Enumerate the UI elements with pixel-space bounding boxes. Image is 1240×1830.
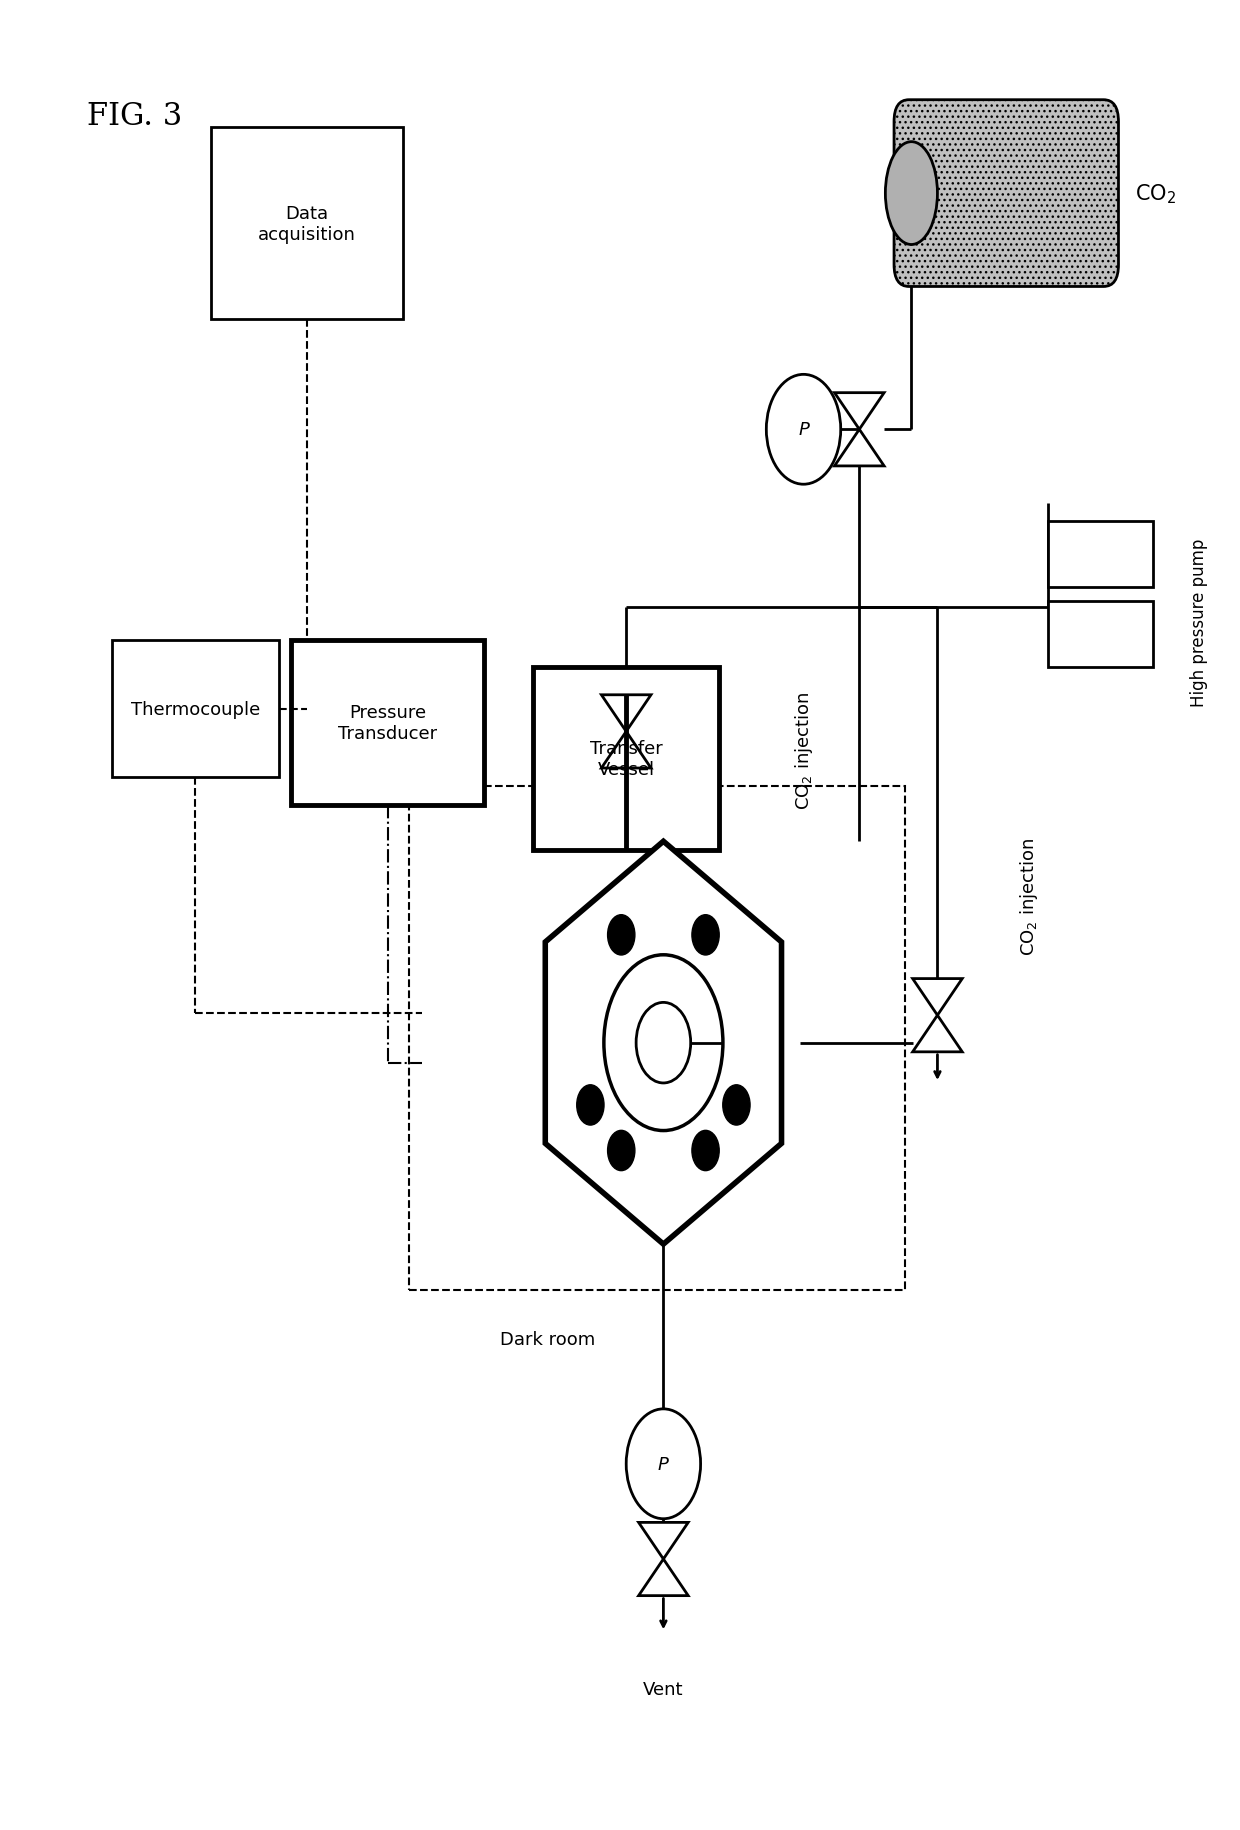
- Circle shape: [636, 1003, 691, 1083]
- Circle shape: [626, 1409, 701, 1519]
- Bar: [112, 640, 279, 778]
- Circle shape: [604, 955, 723, 1131]
- Text: Dark room: Dark room: [501, 1330, 595, 1349]
- Circle shape: [608, 1131, 635, 1171]
- Text: P: P: [799, 421, 808, 439]
- Circle shape: [577, 1085, 604, 1125]
- Bar: [1048, 602, 1153, 668]
- Text: FIG. 3: FIG. 3: [87, 101, 182, 132]
- Circle shape: [723, 1085, 750, 1125]
- Text: Vent: Vent: [644, 1680, 683, 1698]
- Text: P: P: [658, 1455, 668, 1473]
- Bar: [1048, 522, 1153, 587]
- Text: CO$_2$: CO$_2$: [1135, 183, 1176, 205]
- Bar: [533, 668, 719, 851]
- FancyBboxPatch shape: [894, 101, 1118, 287]
- Text: Thermocouple: Thermocouple: [130, 701, 260, 717]
- Polygon shape: [546, 842, 781, 1244]
- Bar: [409, 787, 905, 1290]
- Text: High pressure pump: High pressure pump: [1190, 538, 1209, 706]
- Circle shape: [692, 915, 719, 955]
- Text: Data
acquisition: Data acquisition: [258, 205, 356, 243]
- Ellipse shape: [885, 143, 937, 245]
- Circle shape: [608, 915, 635, 955]
- Text: Pressure
Transducer: Pressure Transducer: [339, 703, 436, 743]
- Circle shape: [766, 375, 841, 485]
- Bar: [291, 640, 484, 805]
- Text: Transfer
Vessel: Transfer Vessel: [590, 739, 662, 780]
- Text: CO$_2$ injection: CO$_2$ injection: [1018, 838, 1040, 955]
- Text: CO$_2$ injection: CO$_2$ injection: [792, 692, 815, 809]
- Circle shape: [692, 1131, 719, 1171]
- Bar: [211, 128, 403, 320]
